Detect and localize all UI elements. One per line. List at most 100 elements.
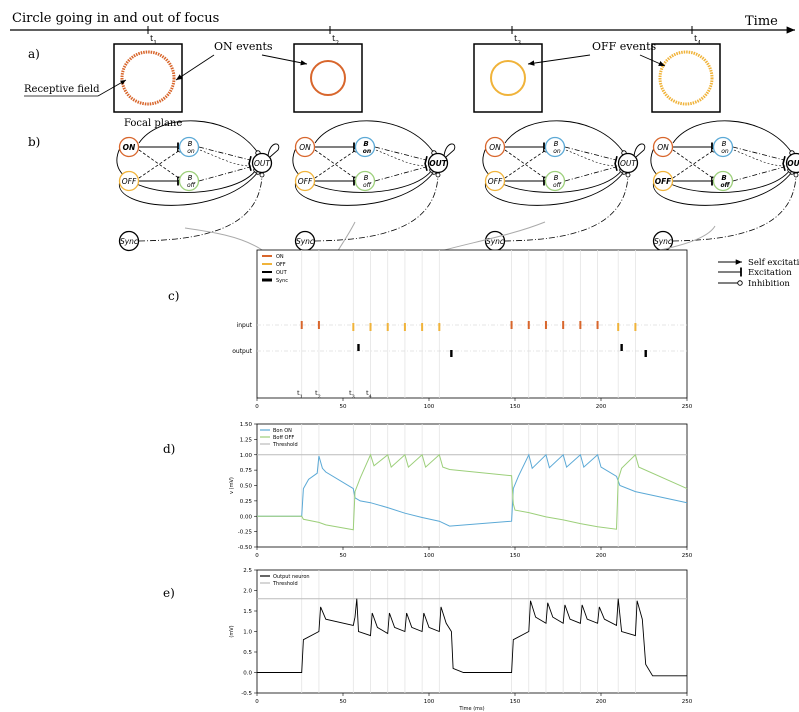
off-events-label: OFF events (592, 40, 657, 53)
off-node-label: OFF (298, 177, 313, 186)
on-spike (562, 321, 565, 329)
b-on-node (354, 136, 376, 158)
x-tick-label: 100 (424, 553, 435, 559)
on-spike (527, 321, 530, 329)
x-tick-label: 50 (340, 553, 347, 559)
y-axis-label: (mV) (229, 625, 235, 637)
x-tick-label: 0 (255, 404, 259, 410)
plot-frame (256, 423, 688, 548)
chart-d-b-neurons: 0 50 100 150 200 250 -0.50 -0.25 0.00 0.25 0.50 0.7… (229, 422, 693, 559)
legend-entry: Bon ON (273, 428, 292, 434)
off-spike (386, 323, 389, 331)
focal-plane-label: Focal plane (124, 118, 182, 129)
off-node (294, 170, 316, 192)
x-tick-label: 250 (682, 699, 693, 705)
y-tick-label: 1.0 (243, 630, 252, 636)
legend-entry: ON (276, 254, 284, 260)
legend-entry: Output neuron (273, 574, 310, 580)
focal-plane-box-t2 (293, 43, 363, 113)
off-events-arrow-left (527, 54, 591, 66)
circle-t2 (310, 60, 346, 96)
legend-entry: OFF (276, 262, 286, 268)
y-tick-label: -0.5 (241, 691, 252, 697)
out-node (251, 152, 273, 174)
y-tick-label: 1.00 (240, 453, 253, 459)
time-tick-label-3: t3 (514, 34, 521, 47)
focal-plane-box-t4 (651, 43, 721, 113)
y-tick-label: -0.50 (238, 545, 253, 551)
out-spike (450, 350, 453, 357)
out-node (427, 152, 449, 174)
y-tick-label: 0.50 (240, 484, 253, 490)
plot-frame (256, 249, 688, 399)
x-tick-label: 100 (424, 699, 435, 705)
b-on-node-label-b: B (363, 140, 368, 148)
on-spike (317, 321, 320, 329)
b-off-node (544, 170, 566, 192)
panel-label-b: b) (28, 135, 40, 149)
b-on-node (712, 136, 734, 158)
chart-c-raster: 0 50 100 150 200 250 input output ON OFF OUT Sync t1… (232, 249, 693, 410)
x-tick-label: 250 (682, 553, 693, 559)
time-marker: t1 (297, 389, 303, 400)
legend-entry: OUT (276, 270, 288, 276)
on-node-label: ON (657, 143, 669, 152)
out-node (785, 152, 799, 174)
y-tick-label: 1.25 (240, 437, 253, 443)
b-off-node-label-sub: off (363, 182, 372, 189)
circle-t1 (120, 50, 176, 106)
y-tick-label: 0.00 (240, 514, 253, 520)
on-spike (596, 321, 599, 329)
y-tick-label: 2.0 (243, 589, 252, 595)
panel-label-c: c) (168, 289, 179, 303)
x-tick-label: 50 (340, 699, 347, 705)
off-node (652, 170, 674, 192)
time-label: Time (745, 14, 778, 29)
x-tick-label: 0 (255, 699, 259, 705)
off-spike (634, 323, 637, 331)
on-node-label: ON (123, 143, 136, 152)
y-tick-label: -0.25 (238, 530, 253, 536)
on-node (652, 136, 674, 158)
b-on-node-label-sub: on (187, 148, 195, 155)
figure-title: Circle going in and out of focus (12, 11, 219, 26)
on-node (294, 136, 316, 158)
out-node-label: OUT (429, 159, 447, 168)
sync-node-label: Sync (486, 237, 505, 246)
x-tick-label: 0 (255, 553, 259, 559)
on-spike (544, 321, 547, 329)
b-on-node-label-sub: on (721, 148, 729, 155)
b-off-node-label-sub: off (720, 182, 730, 189)
focal-plane-box-t1 (113, 43, 183, 113)
off-spike (403, 323, 406, 331)
x-tick-label: 150 (510, 699, 521, 705)
b-on-node-label-b: B (554, 140, 559, 148)
x-tick-label: 200 (596, 404, 607, 410)
off-events-arrow-right (639, 54, 666, 67)
y-tick-label: 1.50 (240, 422, 253, 428)
time-ticks: t1 t2 t3 t4 (147, 26, 701, 47)
on-spike (300, 321, 303, 329)
on-node-label: ON (299, 143, 311, 152)
on-node (118, 136, 140, 158)
b-on-node-label-b: B (188, 140, 193, 148)
on-events-label: ON events (214, 40, 273, 53)
b-off-node (354, 170, 376, 192)
b-off-node (178, 170, 200, 192)
off-node (118, 170, 140, 192)
x-tick-label: 50 (340, 404, 347, 410)
circle-t4 (658, 50, 714, 106)
receptive-field-label: Receptive field (24, 84, 100, 95)
b-on-node (178, 136, 200, 158)
time-tick-label-1: t1 (150, 34, 157, 47)
b-off-node-label-b: B (721, 174, 726, 182)
sync-node-label: Sync (654, 237, 673, 246)
sync-node-label: Sync (120, 237, 139, 246)
off-spike (352, 323, 355, 331)
connection-legend: Self excitation Excitation Inhibition (718, 258, 799, 289)
